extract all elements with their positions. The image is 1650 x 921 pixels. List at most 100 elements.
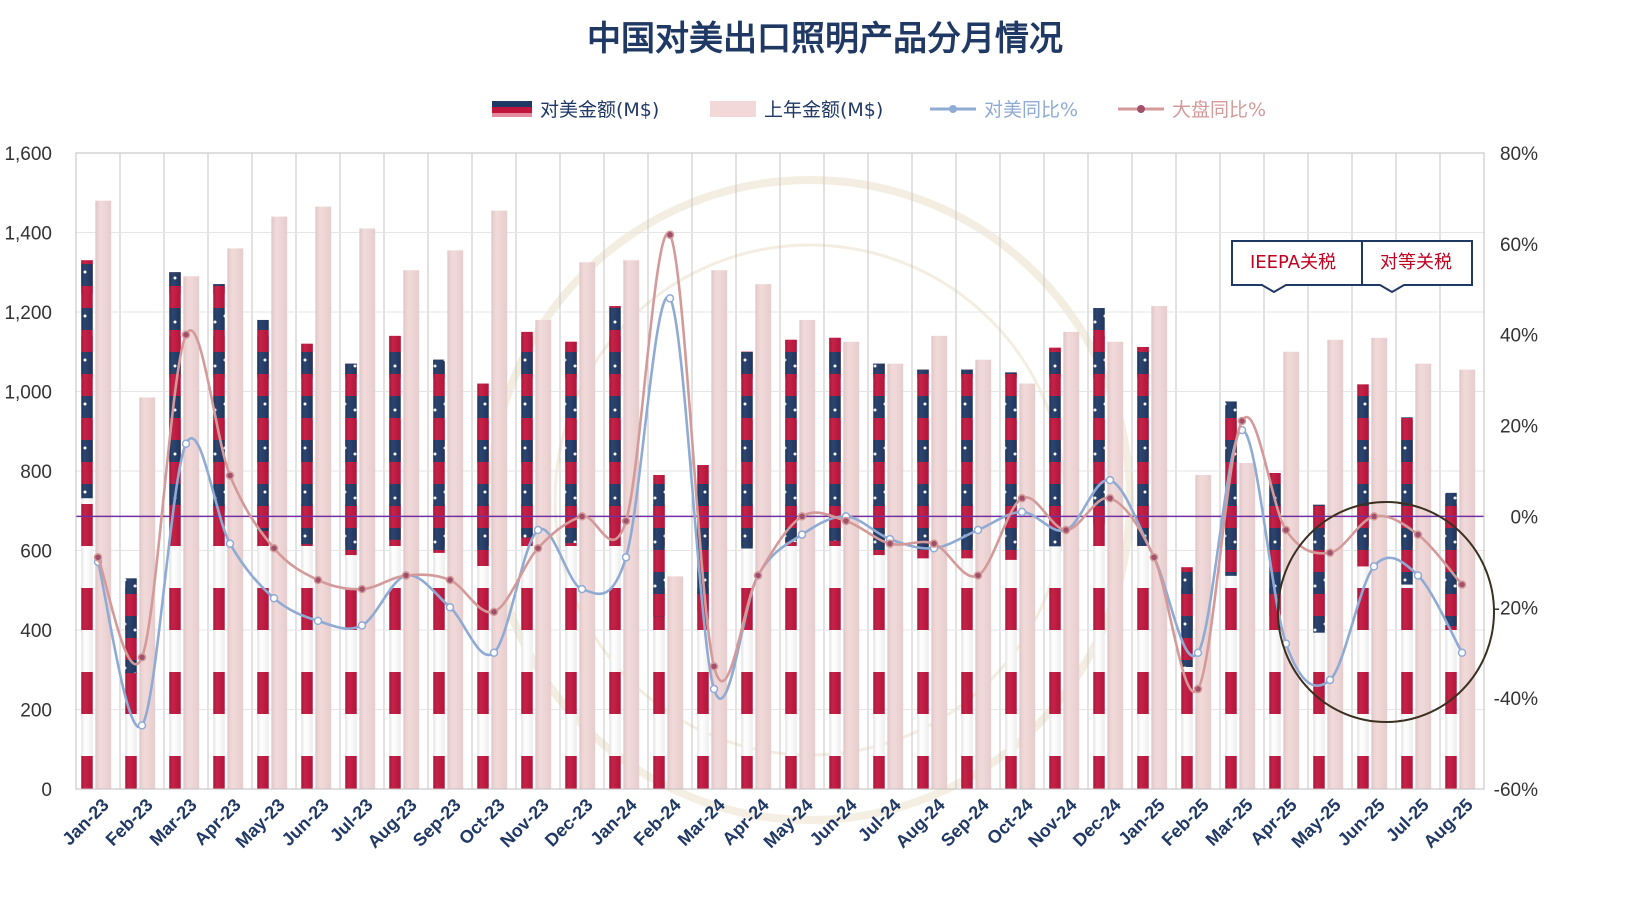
us-amount-bar-shade bbox=[609, 306, 621, 789]
us-yoy-point bbox=[1457, 648, 1467, 657]
prev-year-bar-shade bbox=[491, 210, 508, 789]
us-yoy-point bbox=[1105, 475, 1115, 485]
us-amount-bar-shade bbox=[389, 335, 401, 789]
plot-frame bbox=[75, 152, 1485, 790]
prev-year-bar-shade bbox=[1019, 383, 1036, 789]
us-yoy-point bbox=[181, 439, 191, 448]
x-axis-tick-label: Mar-25 bbox=[1202, 795, 1257, 850]
legend-item-us-amount: 对美金额(M$) bbox=[492, 99, 659, 121]
us-amount-bar-shade bbox=[1181, 567, 1193, 789]
x-axis-tick-label: Jun-23 bbox=[278, 795, 333, 850]
left-axis-tick-label: 1,000 bbox=[4, 383, 52, 404]
us-amount-bar-shade bbox=[257, 319, 269, 789]
left-axis-tick-label: 1,400 bbox=[4, 224, 52, 245]
x-axis-tick-label: May-25 bbox=[1288, 795, 1345, 852]
legend-label-us-amount: 对美金额(M$) bbox=[540, 99, 659, 121]
market-yoy-point bbox=[885, 539, 895, 548]
prev-year-bar-shade bbox=[667, 576, 684, 789]
us-yoy-point bbox=[313, 616, 323, 626]
us-yoy-point bbox=[489, 648, 499, 657]
x-axis-tick-label: Dec-24 bbox=[1069, 795, 1125, 851]
market-yoy-point bbox=[313, 575, 323, 585]
right-axis-tick-label: -20% bbox=[1494, 598, 1538, 619]
us-amount-bar-shade bbox=[697, 465, 709, 789]
prev-year-bar-shade bbox=[1195, 474, 1212, 789]
us-amount-bar-shade bbox=[1445, 492, 1457, 789]
prev-year-bar-shade bbox=[1327, 339, 1344, 789]
highlight-circle bbox=[1277, 501, 1495, 723]
callout-ieepa: IEEPA关税 bbox=[1231, 240, 1363, 294]
us-amount-bar-shade bbox=[829, 337, 841, 789]
left-axis-tick-label: 400 bbox=[20, 621, 52, 642]
right-axis-tick-label: -40% bbox=[1494, 689, 1538, 710]
x-axis-tick-label: Feb-25 bbox=[1158, 795, 1213, 850]
legend-label-prev-year: 上年金额(M$) bbox=[764, 99, 883, 121]
prev-year-bar-shade bbox=[1283, 351, 1300, 789]
us-amount-bar-shade bbox=[1093, 308, 1105, 789]
us-amount-bar-shade bbox=[1225, 401, 1237, 789]
x-axis-tick-label: Nov-24 bbox=[1024, 795, 1081, 852]
legend-item-market-yoy: 大盘同比% bbox=[1118, 99, 1266, 121]
prev-year-bar-shade bbox=[1415, 363, 1432, 789]
us-yoy-point bbox=[665, 294, 675, 303]
left-axis-tick-label: 600 bbox=[20, 542, 52, 563]
us-yoy-point bbox=[445, 603, 455, 612]
prev-year-bar-shade bbox=[799, 319, 816, 789]
x-axis-tick-label: Jan-24 bbox=[586, 795, 640, 849]
us-yoy-point bbox=[1369, 562, 1379, 571]
x-axis-tick-label: Sep-23 bbox=[409, 795, 465, 851]
chart-title: 中国对美出口照明产品分月情况 bbox=[587, 19, 1063, 59]
right-axis-tick-label: 60% bbox=[1500, 235, 1538, 256]
left-axis-tick-label: 1,200 bbox=[4, 303, 52, 324]
market-yoy-point bbox=[401, 571, 411, 580]
prev-year-bar-shade bbox=[1239, 463, 1256, 789]
us-yoy-point bbox=[269, 593, 279, 603]
prev-year-bar-shade bbox=[579, 262, 596, 789]
us-amount-bar-shade bbox=[1269, 472, 1281, 789]
market-yoy-point bbox=[973, 571, 983, 580]
us-amount-bars bbox=[81, 260, 1457, 789]
right-axis-tick-label: 0% bbox=[1511, 507, 1539, 528]
left-axis-tick-label: 1,600 bbox=[4, 144, 52, 165]
us-amount-bar-shade bbox=[301, 343, 313, 789]
prev-year-bar-shade bbox=[843, 341, 860, 789]
x-axis-tick-label: Jan-23 bbox=[58, 795, 112, 849]
x-axis-tick-label: Mar-23 bbox=[146, 795, 201, 850]
prev-year-bar-shade bbox=[1371, 337, 1388, 789]
prev-year-bar-shade bbox=[315, 206, 332, 790]
us-amount-bar-shade bbox=[653, 474, 665, 789]
market-yoy-point bbox=[709, 662, 719, 671]
us-amount-bar-shade bbox=[785, 339, 797, 789]
callout-reciprocal: 对等关税 bbox=[1361, 240, 1473, 294]
us-amount-bar-shade bbox=[213, 284, 225, 789]
legend: 对美金额(M$) 上年金额(M$) 对美同比% 大盘同比% bbox=[492, 99, 1266, 121]
us-amount-bar-shade bbox=[477, 383, 489, 789]
us-amount-bar-shade bbox=[1049, 347, 1061, 789]
left-axis-ticks: 0 200 400 600 800 1,000 1,200 1,400 1,600 bbox=[4, 144, 52, 801]
us-yoy-point bbox=[1017, 507, 1027, 517]
market-yoy-point bbox=[181, 330, 191, 339]
right-axis-tick-label: 20% bbox=[1500, 417, 1538, 438]
legend-item-prev-year: 上年金额(M$) bbox=[710, 99, 883, 121]
x-axis-tick-label: Aug-23 bbox=[364, 795, 421, 852]
us-yoy-point bbox=[225, 539, 235, 548]
x-axis-tick-label: Aug-25 bbox=[1420, 795, 1477, 852]
us-amount-bar-shade bbox=[741, 351, 753, 789]
us-yoy-point bbox=[1325, 675, 1335, 685]
market-yoy-point bbox=[489, 607, 499, 617]
us-yoy-point bbox=[797, 530, 807, 539]
callout-reciprocal-text: 对等关税 bbox=[1380, 252, 1452, 273]
us-amount-bar-shade bbox=[345, 363, 357, 789]
us-yoy-point bbox=[1413, 571, 1423, 580]
prev-year-bar-shade bbox=[887, 363, 904, 789]
prev-year-bar-shade bbox=[359, 228, 376, 789]
us-amount-bar-shade bbox=[1313, 504, 1325, 789]
market-yoy-point bbox=[1325, 548, 1335, 558]
market-yoy-point bbox=[797, 512, 807, 521]
us-yoy-point bbox=[533, 525, 543, 535]
prev-year-bar-shade bbox=[535, 319, 552, 789]
us-amount-bar-shade bbox=[433, 359, 445, 789]
market-yoy-point bbox=[1193, 684, 1203, 694]
prev-year-bar-shade bbox=[755, 284, 772, 789]
prev-year-bar-shade bbox=[1459, 369, 1476, 789]
